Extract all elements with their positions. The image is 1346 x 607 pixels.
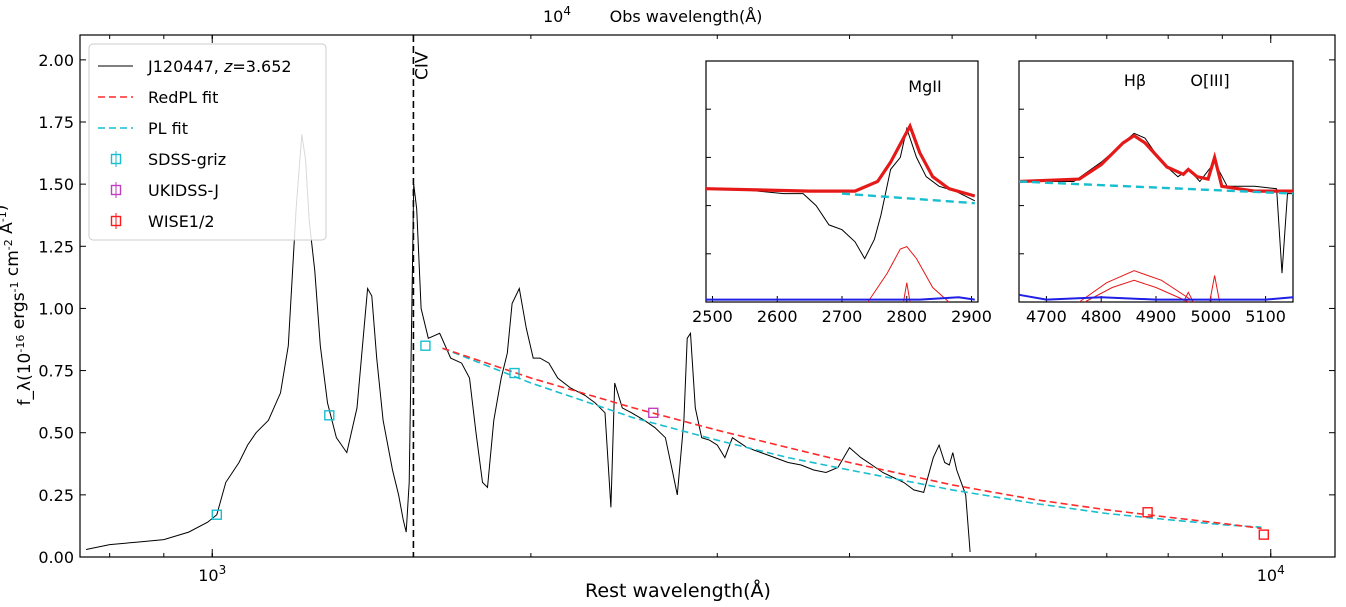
pl-fit-line	[442, 347, 1262, 528]
y-tick-label: 0.75	[38, 362, 74, 381]
legend-swatch	[110, 184, 122, 196]
inset-series-continuum	[841, 192, 975, 205]
legend-swatch	[110, 153, 122, 165]
y-axis-label: f_λ(10-16 ergs-1 cm-2 Å-1)	[0, 205, 35, 406]
x-axis-label: Rest wavelength(Å)	[585, 579, 771, 602]
legend-label: RedPL fit	[148, 88, 218, 107]
inset-series-narrow-component	[903, 282, 911, 303]
plot-frame	[79, 34, 1336, 558]
inset-series-residual	[706, 296, 975, 301]
legend-label: PL fit	[148, 119, 188, 138]
y-tick-label: 0.25	[38, 486, 74, 505]
photometry-point	[1142, 507, 1153, 518]
civ-label: CIV	[412, 51, 432, 80]
y-tick-label: 1.50	[38, 175, 74, 194]
y-tick-label: 1.25	[38, 237, 74, 256]
photometry-point	[1258, 529, 1270, 540]
inset-series-total-fit	[1018, 133, 1293, 193]
legend-label: WISE1/2	[148, 212, 215, 231]
inset-series-broad-component	[867, 246, 950, 303]
legend-label: J120447, z=3.652	[147, 57, 292, 76]
inset-series--oiii-5007	[1209, 275, 1221, 303]
inset-series-broad-component-2	[1084, 279, 1190, 303]
photometry-point	[509, 367, 520, 379]
top-axis-tick-label: 104	[543, 4, 571, 26]
inset-x-tick-label: 4900	[1136, 307, 1177, 326]
inset-x-tick-label: 2600	[757, 307, 798, 326]
photometry-point	[211, 509, 223, 520]
photometry-point	[324, 410, 335, 421]
inset-mgii-annotation: MgII	[908, 77, 941, 96]
photometry-point	[420, 340, 431, 351]
redpl-fit-line	[442, 347, 1262, 530]
legend-box	[88, 43, 327, 241]
photometry-point	[648, 407, 659, 419]
inset-x-tick-label: 2900	[951, 307, 992, 326]
inset-x-tick-label: 4800	[1081, 307, 1122, 326]
legend-label: UKIDSS-J	[148, 181, 219, 200]
inset-x-tick-label: 2500	[692, 307, 733, 326]
y-tick-label: 2.00	[38, 51, 74, 70]
y-tick-label: 1.00	[38, 299, 74, 318]
inset-series-broad-component-1	[1079, 270, 1195, 303]
inset-mgii: 2500 2600 2700 2800 2900 MgII	[692, 60, 992, 326]
x-tick-label: 103	[198, 563, 226, 585]
inset-oiii-annotation: O[III]	[1190, 71, 1229, 90]
inset-x-tick-label: 2700	[822, 307, 863, 326]
legend-swatch	[110, 215, 122, 227]
inset-x-tick-label: 5100	[1245, 307, 1286, 326]
legend: J120447, z=3.652 RedPL fit PL fit SDSS-griz…	[88, 43, 327, 241]
y-tick-label: 1.75	[38, 113, 74, 132]
y-tick-label: 0.00	[38, 548, 74, 567]
inset-series-residual	[1018, 293, 1294, 301]
inset-hbeta-annotation: Hβ	[1124, 71, 1146, 90]
legend-label: SDSS-griz	[148, 150, 226, 169]
y-tick-label: 0.50	[38, 424, 74, 443]
inset-x-tick-label: 2800	[886, 307, 927, 326]
inset-series-continuum	[1018, 180, 1294, 195]
inset-x-tick-label: 5000	[1190, 307, 1231, 326]
x-tick-label: 104	[1257, 563, 1285, 585]
top-axis-label: Obs wavelength(Å)	[610, 7, 763, 26]
inset-hbeta: 4700 4800 4900 5000 5100 Hβ O[III]	[1018, 60, 1294, 326]
inset-x-tick-label: 4700	[1026, 307, 1067, 326]
main-plot: 0.00 0.25 0.50 0.75 1.00 1.25 1.50 1.75 2.00 103 1…	[38, 34, 1336, 585]
inset-series-data	[706, 126, 976, 260]
inset-series-total-fit	[705, 122, 976, 198]
